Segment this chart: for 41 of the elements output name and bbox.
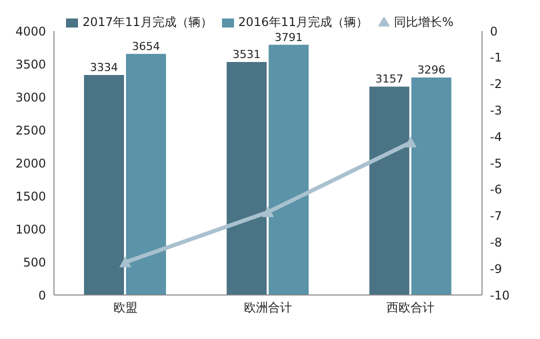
y-tick-label: 4000 (15, 24, 46, 38)
bar (226, 62, 267, 295)
y2-tick-label: -9 (490, 262, 502, 276)
data-label: 3157 (375, 72, 404, 86)
x-tick-label: 西欧合计 (386, 300, 435, 315)
data-label: 3654 (132, 40, 160, 53)
y-tick-label: 1000 (15, 222, 46, 236)
legend-label: 2016年11月完成（辆） (238, 15, 368, 29)
point (404, 136, 417, 148)
y2-tick-label: -1 (490, 50, 502, 65)
y2-tick-label: -8 (490, 235, 502, 250)
y2-tick-label: -5 (490, 156, 502, 170)
y2-tick-label: -2 (490, 77, 502, 92)
bar (84, 74, 124, 295)
y2-tick-label: -6 (490, 182, 502, 197)
x-tick-label: 欧洲合计 (244, 300, 292, 315)
y-tick-label: 2500 (15, 123, 46, 138)
y2-tick-label: -3 (490, 103, 502, 118)
y-tick-label: 2000 (15, 156, 46, 170)
data-label: 3296 (417, 63, 446, 76)
point (262, 206, 274, 218)
y-tick-label: 3000 (15, 90, 46, 104)
legend-label: 同比增长% (394, 15, 454, 29)
data-label: 3791 (274, 30, 303, 44)
y2-tick-label: 0 (490, 24, 498, 38)
legend-label: 2017年11月完成（辆） (82, 15, 212, 29)
data-label: 3334 (90, 60, 118, 74)
bar (411, 77, 452, 295)
y-tick-label: 500 (23, 255, 46, 270)
data-label: 3531 (232, 48, 261, 61)
y-tick-label: 0 (38, 288, 46, 302)
y-tick-label: 3500 (15, 57, 46, 72)
y2-tick-label: -7 (490, 209, 502, 224)
point (119, 256, 132, 268)
bar (268, 44, 309, 295)
bar (126, 54, 166, 295)
bar (369, 86, 410, 295)
y2-tick-label: -4 (490, 130, 502, 144)
x-tick-label: 欧盟 (113, 300, 138, 315)
y-tick-label: 1500 (15, 189, 46, 204)
y2-tick-label: -10 (490, 288, 510, 302)
